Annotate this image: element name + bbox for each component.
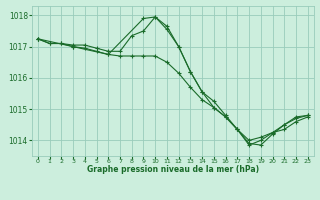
X-axis label: Graphe pression niveau de la mer (hPa): Graphe pression niveau de la mer (hPa) <box>87 165 259 174</box>
